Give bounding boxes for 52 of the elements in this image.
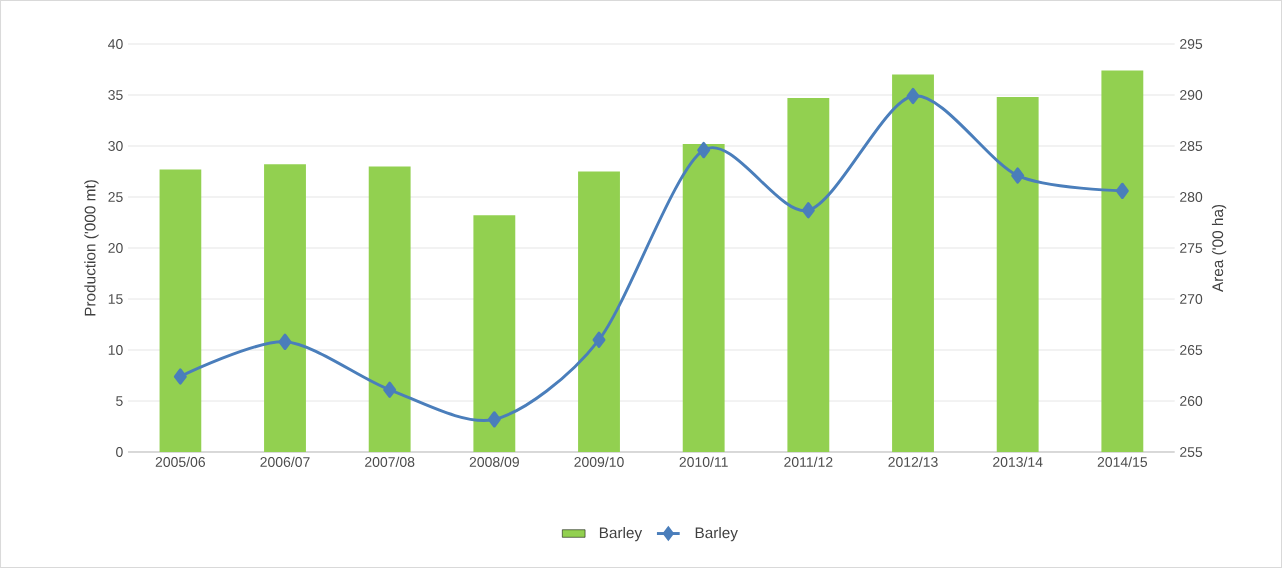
y-tick-label: 15	[108, 294, 123, 304]
x-tick-label: 2007/08	[365, 456, 415, 467]
x-tick-label: 2006/07	[260, 456, 310, 467]
y-tick-label: 10	[108, 345, 123, 355]
point	[697, 141, 711, 159]
point	[173, 368, 187, 385]
bar	[473, 215, 516, 452]
bar	[368, 166, 411, 452]
y-axis-title: Production ('000 mt)	[84, 180, 99, 316]
y-tick-label: 0	[116, 447, 123, 457]
y-tick-label: 20	[108, 243, 123, 253]
point	[383, 381, 397, 398]
y2-tick-label: 295	[1180, 39, 1203, 49]
bar	[892, 74, 934, 452]
point	[801, 202, 815, 219]
bar	[578, 171, 620, 452]
point	[906, 87, 920, 105]
bar	[996, 97, 1039, 452]
y2-tick-label: 285	[1180, 141, 1203, 151]
bar	[682, 143, 725, 452]
bar	[787, 98, 830, 452]
x-tick-label: 2008/09	[469, 456, 519, 467]
x-tick-label: 2010/11	[679, 456, 728, 467]
legend-label: Barley	[695, 526, 738, 542]
y-tick-label: 40	[108, 39, 123, 49]
x-tick-label: 2014/15	[1097, 456, 1148, 467]
y-tick-label: 25	[108, 192, 123, 202]
x-tick-label: 2012/13	[888, 456, 938, 467]
point	[487, 411, 501, 428]
point	[1115, 182, 1129, 200]
x-tick-label: 2011/12	[784, 456, 833, 467]
y-tick-label: 30	[108, 141, 123, 151]
bar	[1101, 70, 1144, 452]
x-tick-label: 2013/14	[993, 456, 1043, 467]
y2-tick-label: 255	[1180, 447, 1203, 457]
bar	[264, 164, 306, 452]
x-tick-label: 2009/10	[574, 456, 624, 467]
point	[278, 333, 292, 350]
y-tick-label: 5	[116, 396, 123, 406]
y2-tick-label: 290	[1180, 90, 1203, 100]
point	[592, 331, 606, 348]
y2-axis-title: Area ('00 ha)	[1211, 204, 1227, 293]
y2-tick-label: 260	[1180, 396, 1203, 406]
bar	[159, 169, 202, 452]
y2-tick-label: 275	[1180, 243, 1203, 253]
y-tick-label: 35	[108, 90, 123, 100]
y2-tick-label: 265	[1180, 345, 1203, 355]
point	[1011, 167, 1025, 184]
y2-tick-label: 270	[1180, 294, 1203, 304]
legend-label: Barley	[599, 526, 643, 542]
x-tick-label: 2005/06	[155, 456, 206, 467]
y2-tick-label: 280	[1180, 192, 1203, 202]
